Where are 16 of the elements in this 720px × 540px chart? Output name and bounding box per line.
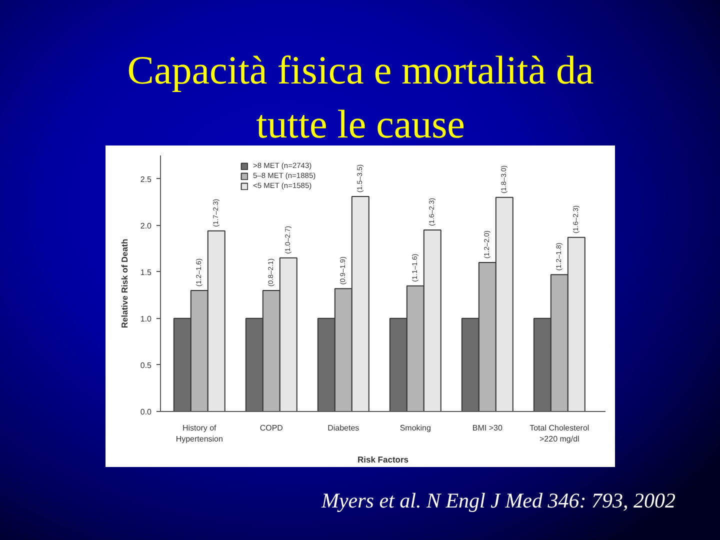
x-tick-label: BMI >30 xyxy=(472,424,503,432)
x-tick-label: Total Cholesterol >220 mg/dl xyxy=(530,424,590,444)
text: Myers et al. N Engl J Med 346: 793, 2002 xyxy=(320,488,676,512)
y-tick-label: 0.0 xyxy=(140,408,152,416)
x-tick-label: COPD xyxy=(260,424,284,432)
chart-title: Capacità fisica e mortalità da tutte le cause xyxy=(127,48,594,146)
x-tick-label: History of Hypertension xyxy=(176,424,223,444)
y-tick-label: 0.5 xyxy=(140,360,152,370)
y-tick-label: 2.0 xyxy=(140,221,152,230)
x-tick-label: Diabetes xyxy=(328,424,360,432)
y-tick-label: 2.5 xyxy=(140,174,152,184)
y-tick-label: 1.5 xyxy=(140,268,152,277)
y-axis-title: Relative Risk of Death xyxy=(119,238,130,328)
x-tick-label: Smoking xyxy=(400,424,431,432)
y-tick-label: 1.0 xyxy=(140,314,152,324)
x-axis-title: Risk Factors xyxy=(357,454,409,464)
